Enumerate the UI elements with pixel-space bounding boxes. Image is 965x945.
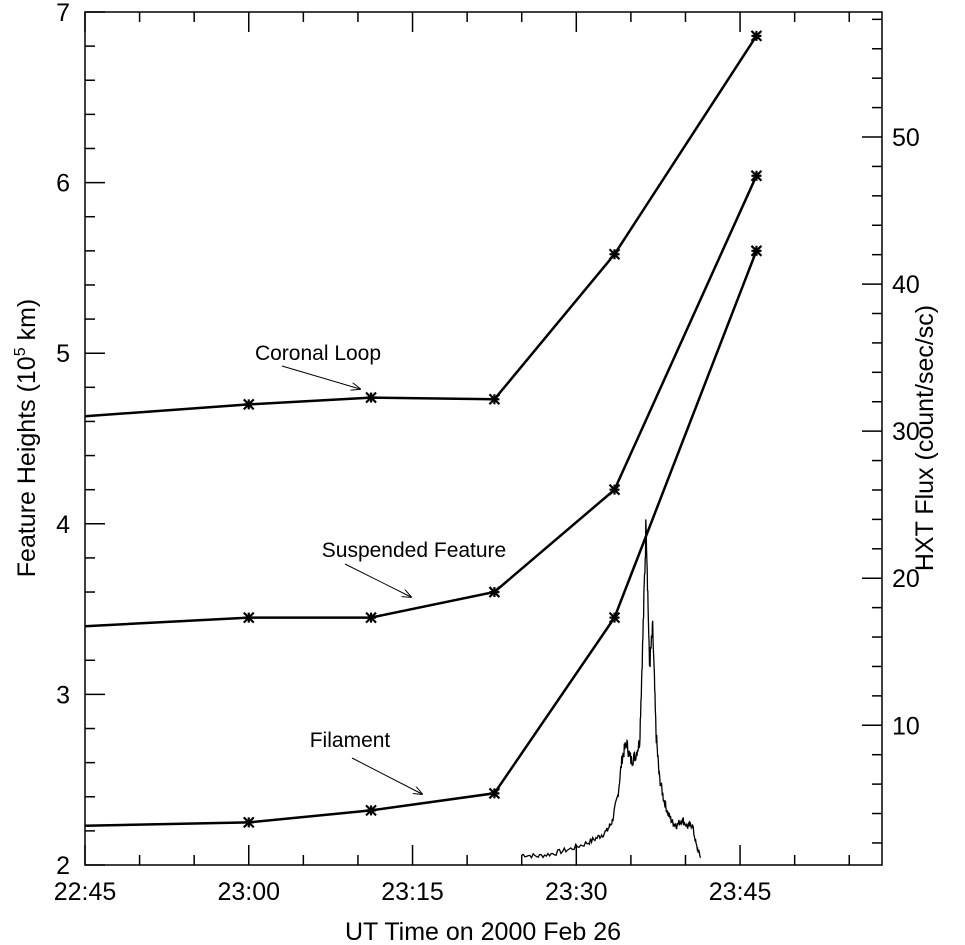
left-y-tick-label: 4 — [56, 511, 70, 539]
data-point-filament — [365, 804, 377, 817]
left-y-axis-label-exponent: 5 — [12, 347, 29, 356]
annotation-label-suspended-feature: Suspended Feature — [322, 539, 506, 562]
annotation-arrow-suspended-feature — [344, 563, 411, 597]
series-lines — [84, 35, 758, 828]
hxt-flux-curve — [521, 519, 702, 860]
x-tick-label: 22:45 — [54, 878, 117, 906]
annotation-label-filament: Filament — [310, 729, 391, 752]
x-tick-label: 23:00 — [217, 878, 280, 906]
annotation-arrow-filament — [351, 757, 422, 794]
hxt-flux-line — [521, 519, 702, 860]
plot-frame — [84, 11, 883, 866]
x-tick-label: 23:15 — [381, 878, 444, 906]
data-point-suspended-feature — [488, 586, 501, 598]
left-y-tick-label: 6 — [56, 170, 70, 198]
left-y-tick-label: 7 — [56, 0, 70, 27]
data-point-coronal-loop — [750, 30, 763, 42]
annotation-arrow-coronal-loop — [281, 365, 360, 389]
left-y-tick-label: 3 — [56, 681, 70, 709]
data-point-filament — [488, 787, 501, 800]
data-point-suspended-feature — [750, 169, 763, 182]
right-y-tick-label: 10 — [892, 712, 920, 740]
data-point-filament — [608, 611, 621, 624]
data-point-coronal-loop — [365, 391, 377, 404]
x-tick-label: 23:30 — [545, 878, 608, 906]
data-point-coronal-loop — [608, 248, 621, 261]
left-y-axis-ticks: 2 3 4 5 6 7 — [56, 0, 105, 880]
left-y-axis-label: Feature Heights (105 km) — [12, 299, 41, 577]
left-y-tick-label: 2 — [56, 852, 70, 880]
right-y-axis-ticks: 10 20 30 40 50 — [862, 18, 920, 844]
data-point-suspended-feature — [242, 611, 255, 624]
right-y-axis-label: HXT Flux (count/sec/sc) — [911, 305, 939, 571]
series-line-filament — [84, 250, 758, 828]
data-point-filament — [242, 816, 255, 829]
right-y-tick-label: 50 — [892, 124, 920, 152]
data-point-coronal-loop — [242, 398, 255, 411]
right-y-tick-label: 40 — [892, 271, 920, 299]
annotation-label-coronal-loop: Coronal Loop — [255, 342, 381, 365]
series-line-suspended-feature — [84, 175, 758, 628]
right-y-tick-label: 20 — [892, 565, 920, 593]
x-tick-label: 23:45 — [709, 878, 772, 906]
series-line-coronal-loop — [84, 35, 758, 418]
data-point-suspended-feature — [608, 483, 621, 496]
series-markers — [242, 30, 763, 829]
data-point-coronal-loop — [488, 393, 501, 406]
right-y-tick-label: 30 — [892, 418, 920, 446]
x-axis-label: UT Time on 2000 Feb 26 — [345, 918, 621, 945]
data-point-filament — [750, 245, 763, 257]
x-axis-ticks: 22:45 23:00 23:15 23:30 23:45 — [54, 12, 850, 906]
left-y-tick-label: 5 — [56, 340, 70, 368]
data-point-suspended-feature — [365, 611, 377, 624]
annotations: Coronal Loop Suspended Feature Filament — [255, 342, 506, 794]
